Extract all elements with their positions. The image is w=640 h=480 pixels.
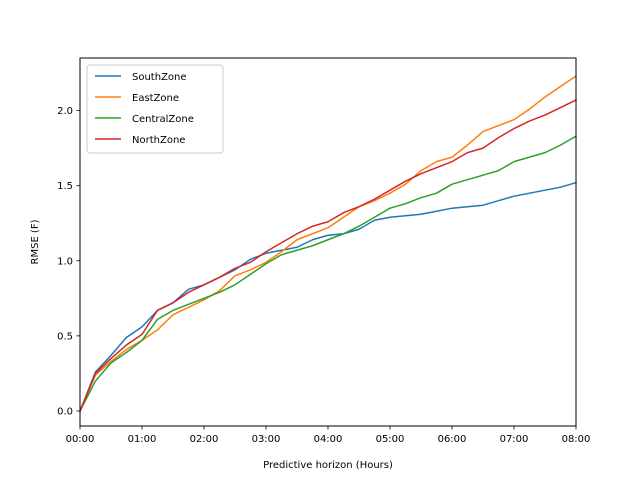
legend: SouthZone EastZone CentralZone NorthZone — [86, 64, 224, 154]
y-tick-label: 1.5 — [57, 181, 73, 192]
series-line-northzone — [79, 99, 578, 412]
legend-label-eastzone: EastZone — [132, 93, 179, 104]
legend-label-southzone: SouthZone — [132, 72, 187, 83]
x-tick-label: 07:00 — [500, 434, 529, 445]
legend-box — [86, 64, 224, 154]
x-axis-label: Predictive horizon (Hours) — [263, 460, 393, 471]
x-tick-label: 01:00 — [128, 434, 157, 445]
y-tick-label: 0.0 — [57, 406, 73, 417]
x-tick-label: 00:00 — [66, 434, 95, 445]
series-line-eastzone — [79, 74, 578, 412]
y-tick-label: 0.5 — [57, 331, 73, 342]
x-tick-label: 05:00 — [376, 434, 405, 445]
x-tick-label: 02:00 — [190, 434, 219, 445]
legend-label-northzone: NorthZone — [132, 135, 185, 146]
y-axis-label: RMSE (F) — [30, 219, 41, 264]
x-axis: 00:00 01:00 02:00 03:00 04:00 05:00 06:00 07:00… — [66, 426, 591, 445]
x-tick-label: 08:00 — [562, 434, 591, 445]
y-tick-label: 1.0 — [57, 256, 73, 267]
legend-label-centralzone: CentralZone — [132, 114, 194, 125]
y-tick-label: 2.0 — [57, 106, 73, 117]
plot-lines — [78, 74, 578, 412]
x-tick-label: 04:00 — [314, 434, 343, 445]
y-axis: 0.0 0.5 1.0 1.5 2.0 — [57, 106, 80, 417]
series-line-centralzone — [78, 135, 578, 412]
x-tick-label: 03:00 — [252, 434, 281, 445]
x-tick-label: 06:00 — [438, 434, 467, 445]
